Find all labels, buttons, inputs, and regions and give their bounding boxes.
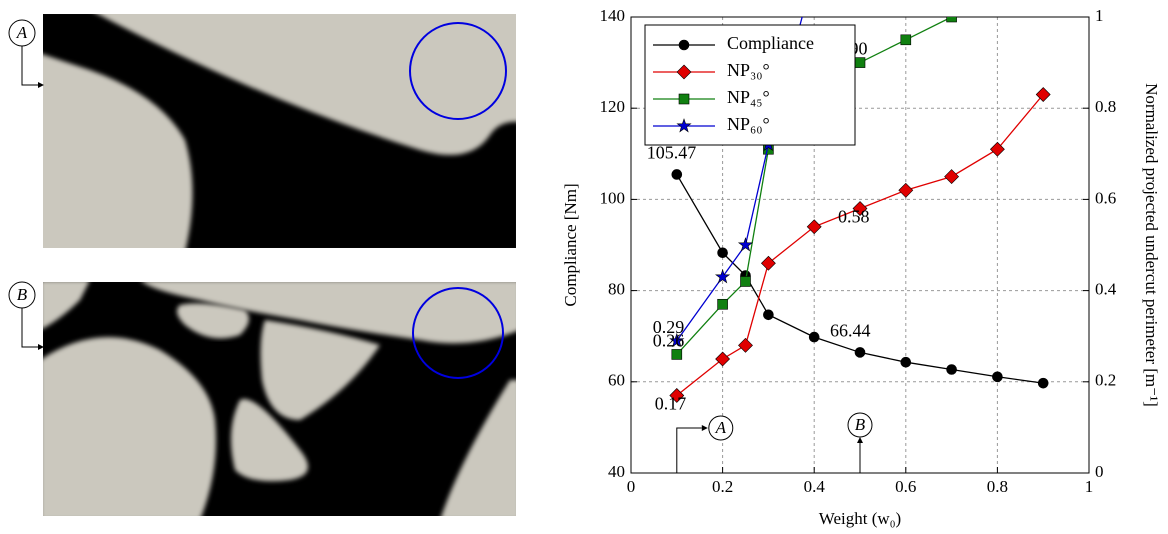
marker bbox=[737, 237, 754, 252]
y-tick-label: 140 bbox=[600, 6, 626, 25]
annotation-circle bbox=[708, 415, 734, 441]
marker bbox=[806, 219, 822, 235]
marker bbox=[946, 17, 957, 23]
marker bbox=[717, 298, 728, 310]
series-line bbox=[676, 94, 1044, 396]
marker bbox=[671, 349, 683, 360]
y2-tick-label: 0.6 bbox=[1095, 188, 1116, 207]
marker bbox=[715, 268, 731, 284]
x-tick-label: 0.4 bbox=[804, 477, 826, 496]
marker bbox=[678, 93, 690, 105]
y2-axis-label: Normalized projected undercut perimeter … bbox=[1142, 83, 1161, 407]
marker bbox=[676, 64, 692, 80]
marker bbox=[669, 332, 685, 348]
x-axis-label: Weight (w₀) bbox=[819, 509, 901, 528]
y2-tick-label: 1 bbox=[1095, 6, 1104, 25]
marker bbox=[808, 331, 820, 343]
marker bbox=[669, 388, 685, 403]
marker bbox=[1035, 87, 1051, 102]
annotation: B bbox=[847, 412, 873, 473]
annotation-circle bbox=[847, 412, 873, 438]
marker bbox=[992, 371, 1003, 383]
marker bbox=[989, 141, 1005, 157]
y-tick-label: 120 bbox=[600, 97, 626, 116]
x-tick-label: 1 bbox=[1085, 477, 1094, 496]
legend-label: NP₃₀° bbox=[727, 60, 770, 80]
y-tick-label: 100 bbox=[600, 188, 626, 207]
annotation-arrow bbox=[676, 427, 702, 473]
x-tick-label: 0 bbox=[627, 477, 636, 496]
data-label: 0.29 bbox=[653, 317, 685, 337]
y-axis-label: Compliance [Nm] bbox=[561, 183, 580, 306]
marker bbox=[944, 169, 960, 185]
arrow-head bbox=[857, 437, 863, 443]
label-b: B bbox=[8, 281, 44, 350]
marker bbox=[676, 118, 692, 133]
data-label: 0.17 bbox=[655, 394, 687, 414]
annotation: A bbox=[676, 415, 734, 473]
legend: Compliance NP₃₀° NP₄₅° NP₆₀° bbox=[644, 24, 856, 146]
legend-label: NP₆₀° bbox=[727, 114, 770, 134]
x-tick-label: 0.2 bbox=[712, 477, 733, 496]
y2-tick-label: 0.8 bbox=[1095, 97, 1116, 116]
marker bbox=[740, 276, 751, 287]
marker bbox=[671, 169, 683, 180]
marker bbox=[738, 337, 753, 353]
marker bbox=[900, 34, 912, 46]
data-label: 66.44 bbox=[830, 321, 871, 341]
marker bbox=[678, 39, 690, 51]
design-b bbox=[43, 282, 516, 516]
label-a: A bbox=[8, 19, 44, 88]
y-tick-label: 60 bbox=[608, 371, 625, 390]
marker bbox=[1037, 377, 1049, 389]
marker bbox=[946, 364, 957, 375]
legend-label: Compliance bbox=[727, 33, 814, 53]
chart: 0 0.2 0.4 0.6 0.8 140608010012014000.20.40.60… bbox=[561, 6, 1161, 528]
marker bbox=[852, 201, 868, 216]
panel-label: B bbox=[17, 285, 28, 304]
y-tick-label: 40 bbox=[608, 462, 625, 481]
annotation-text: A bbox=[715, 418, 727, 437]
marker bbox=[715, 351, 731, 367]
y2-tick-label: 0.4 bbox=[1095, 280, 1117, 299]
marker bbox=[898, 182, 914, 198]
y-tick-label: 80 bbox=[608, 280, 625, 299]
legend-label: NP₄₅° bbox=[727, 87, 770, 107]
data-label: 0.26 bbox=[653, 331, 685, 351]
marker bbox=[854, 347, 866, 358]
y2-tick-label: 0.2 bbox=[1095, 371, 1116, 390]
marker bbox=[717, 247, 728, 259]
panel-label: A bbox=[16, 23, 28, 42]
data-label: 105.47 bbox=[647, 143, 697, 163]
marker bbox=[763, 309, 774, 321]
x-tick-label: 0.6 bbox=[895, 477, 916, 496]
arrow-head bbox=[701, 425, 708, 431]
marker bbox=[760, 255, 776, 271]
y2-tick-label: 0 bbox=[1095, 462, 1104, 481]
x-tick-label: 0.8 bbox=[987, 477, 1008, 496]
design-a bbox=[43, 14, 516, 248]
series-line bbox=[676, 174, 1044, 384]
data-label: 0.58 bbox=[838, 207, 870, 227]
annotation-text: B bbox=[855, 415, 866, 434]
marker bbox=[854, 57, 866, 68]
marker bbox=[900, 356, 912, 368]
